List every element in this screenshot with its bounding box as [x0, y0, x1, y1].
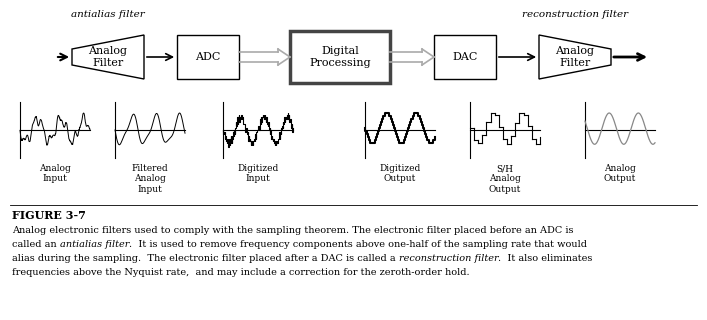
Text: Filtered
Analog
Input: Filtered Analog Input — [132, 164, 168, 194]
Text: Digital
Processing: Digital Processing — [309, 46, 370, 68]
Text: Analog
Output: Analog Output — [604, 164, 636, 183]
Text: S/H
Analog
Output: S/H Analog Output — [489, 164, 521, 194]
Text: called an: called an — [12, 240, 60, 249]
Text: reconstruction filter: reconstruction filter — [522, 10, 628, 19]
Text: .  It is used to remove frequency components above one-half of the sampling rate: . It is used to remove frequency compone… — [129, 240, 587, 249]
Text: DAC: DAC — [452, 52, 478, 62]
Text: Digitized
Input: Digitized Input — [238, 164, 279, 183]
Bar — [177, 35, 239, 79]
Text: reconstruction filter: reconstruction filter — [399, 254, 498, 263]
Polygon shape — [539, 35, 611, 79]
Text: alias during the sampling.  The electronic filter placed after a DAC is called a: alias during the sampling. The electroni… — [12, 254, 399, 263]
Text: .  It also eliminates: . It also eliminates — [498, 254, 592, 263]
Text: FIGURE 3-7: FIGURE 3-7 — [12, 210, 86, 221]
Polygon shape — [72, 35, 144, 79]
Text: frequencies above the Nyquist rate,  and may include a correction for the zeroth: frequencies above the Nyquist rate, and … — [12, 268, 469, 277]
Text: Analog electronic filters used to comply with the sampling theorem. The electron: Analog electronic filters used to comply… — [12, 226, 573, 235]
Text: antialias filter: antialias filter — [60, 240, 129, 249]
Text: ADC: ADC — [195, 52, 221, 62]
Text: Analog
Input: Analog Input — [39, 164, 71, 183]
Text: antialias filter: antialias filter — [71, 10, 145, 19]
Bar — [290, 31, 390, 83]
Bar — [434, 35, 496, 79]
Text: Digitized
Output: Digitized Output — [380, 164, 421, 183]
Text: Analog
Filter: Analog Filter — [556, 46, 595, 68]
Text: Analog
Filter: Analog Filter — [88, 46, 127, 68]
